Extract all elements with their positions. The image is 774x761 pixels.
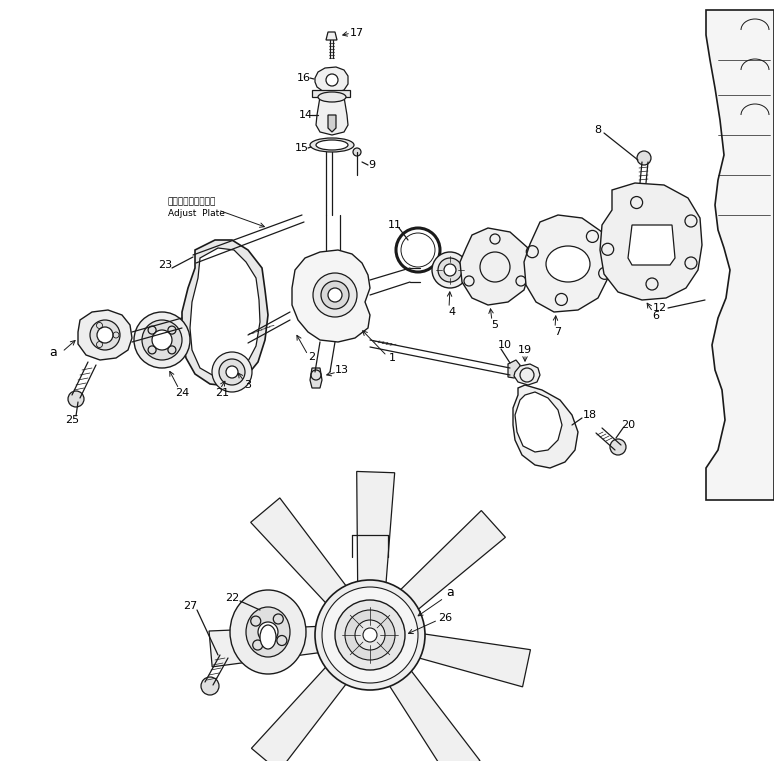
Polygon shape xyxy=(515,392,562,452)
Circle shape xyxy=(68,391,84,407)
Circle shape xyxy=(315,580,425,690)
Polygon shape xyxy=(513,385,578,468)
Text: 10: 10 xyxy=(498,340,512,350)
Ellipse shape xyxy=(230,590,306,674)
Text: 2: 2 xyxy=(308,352,316,362)
Polygon shape xyxy=(292,250,370,342)
Text: a: a xyxy=(49,345,57,358)
Text: a: a xyxy=(446,585,454,598)
Text: 20: 20 xyxy=(621,420,635,430)
Text: 27: 27 xyxy=(183,601,197,611)
Text: 21: 21 xyxy=(215,388,229,398)
Polygon shape xyxy=(190,248,260,376)
Polygon shape xyxy=(310,368,322,388)
Circle shape xyxy=(152,330,172,350)
Text: 24: 24 xyxy=(175,388,189,398)
Circle shape xyxy=(355,620,385,650)
Polygon shape xyxy=(514,364,540,385)
Polygon shape xyxy=(316,97,348,135)
Text: 14: 14 xyxy=(299,110,313,120)
Circle shape xyxy=(610,439,626,455)
Circle shape xyxy=(97,327,113,343)
Text: 23: 23 xyxy=(158,260,172,270)
Polygon shape xyxy=(328,115,336,132)
Polygon shape xyxy=(600,183,702,300)
Text: 8: 8 xyxy=(594,125,601,135)
Text: 4: 4 xyxy=(448,307,456,317)
Circle shape xyxy=(328,288,342,302)
Text: 12: 12 xyxy=(653,303,667,313)
Circle shape xyxy=(134,312,190,368)
Circle shape xyxy=(326,74,338,86)
Ellipse shape xyxy=(546,246,590,282)
Polygon shape xyxy=(414,633,530,687)
Polygon shape xyxy=(252,664,349,761)
Text: Adjust  Plate: Adjust Plate xyxy=(168,209,225,218)
Circle shape xyxy=(444,264,456,276)
Polygon shape xyxy=(524,215,610,312)
Circle shape xyxy=(432,252,468,288)
Circle shape xyxy=(335,600,405,670)
Text: 15: 15 xyxy=(295,143,309,153)
Circle shape xyxy=(321,281,349,309)
Polygon shape xyxy=(251,498,349,607)
Text: 22: 22 xyxy=(225,593,239,603)
Text: 7: 7 xyxy=(554,327,562,337)
Polygon shape xyxy=(397,511,505,613)
Text: 18: 18 xyxy=(583,410,597,420)
Circle shape xyxy=(345,610,395,660)
Circle shape xyxy=(322,587,418,683)
Circle shape xyxy=(90,320,120,350)
Polygon shape xyxy=(240,331,255,344)
Text: 5: 5 xyxy=(491,320,498,330)
Circle shape xyxy=(438,258,462,282)
Ellipse shape xyxy=(318,92,346,102)
Polygon shape xyxy=(706,10,774,500)
Text: 17: 17 xyxy=(350,28,364,38)
Text: アジャストプレート: アジャストプレート xyxy=(168,198,217,206)
Circle shape xyxy=(363,628,377,642)
Text: 13: 13 xyxy=(335,365,349,375)
Polygon shape xyxy=(357,471,395,587)
Text: 25: 25 xyxy=(65,415,79,425)
Polygon shape xyxy=(312,90,350,97)
Polygon shape xyxy=(628,225,675,265)
Polygon shape xyxy=(326,32,337,40)
Text: 16: 16 xyxy=(297,73,311,83)
Polygon shape xyxy=(315,67,348,93)
Ellipse shape xyxy=(310,138,354,152)
Circle shape xyxy=(142,320,182,360)
Polygon shape xyxy=(209,626,324,667)
Text: 11: 11 xyxy=(388,220,402,230)
Polygon shape xyxy=(182,240,268,386)
Circle shape xyxy=(212,352,252,392)
Circle shape xyxy=(219,359,245,385)
Polygon shape xyxy=(78,310,132,360)
Polygon shape xyxy=(387,667,480,761)
Polygon shape xyxy=(460,228,530,305)
Text: 19: 19 xyxy=(518,345,532,355)
Circle shape xyxy=(226,366,238,378)
Text: 1: 1 xyxy=(389,353,396,363)
Ellipse shape xyxy=(246,607,290,657)
Text: 6: 6 xyxy=(652,311,659,321)
Circle shape xyxy=(313,273,357,317)
Text: 9: 9 xyxy=(368,160,375,170)
Circle shape xyxy=(637,151,651,165)
Circle shape xyxy=(201,677,219,695)
Circle shape xyxy=(258,622,278,642)
Text: 26: 26 xyxy=(438,613,452,623)
Circle shape xyxy=(353,148,361,156)
Polygon shape xyxy=(508,360,520,378)
Ellipse shape xyxy=(316,140,348,150)
Text: 3: 3 xyxy=(245,380,252,390)
Ellipse shape xyxy=(260,625,276,649)
